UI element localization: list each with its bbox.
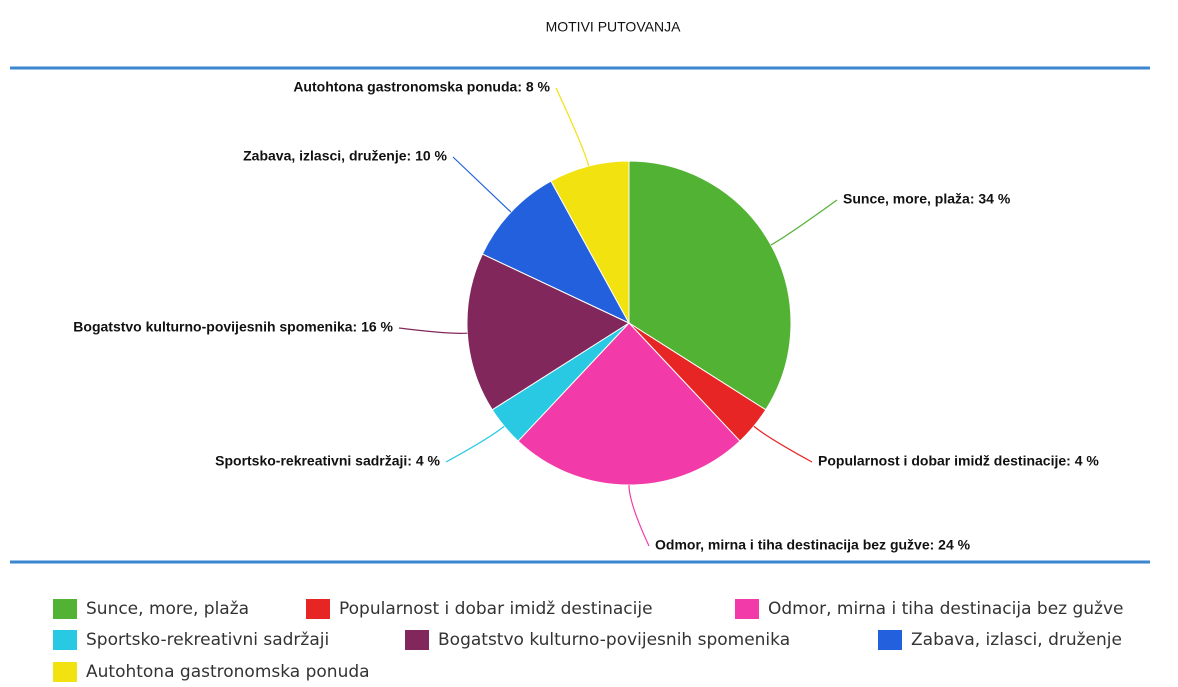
leader-line [555, 87, 590, 167]
pie-slice [466, 253, 631, 411]
leader-line [452, 156, 512, 213]
legend-label: Bogatstvo kulturno-povijesnih spomenika [438, 630, 790, 650]
leader-line [770, 199, 838, 246]
legend-label: Autohtona gastronomska ponuda [86, 662, 370, 682]
data-label: Sportsko-rekreativni sadržaji: 4 % [215, 453, 440, 469]
legend-label: Popularnost i dobar imidž destinacije [339, 599, 653, 619]
data-label: Sunce, more, plaža: 34 % [843, 191, 1011, 207]
data-label: Bogatstvo kulturno-povijesnih spomenika:… [73, 319, 393, 335]
legend-label: Zabava, izlasci, druženje [911, 630, 1122, 650]
legend-swatch [53, 599, 77, 619]
legend-label: Odmor, mirna i tiha destinacija bez gužv… [768, 599, 1124, 619]
legend-swatch [53, 662, 77, 682]
chart-title: MOTIVI PUTOVANJA [546, 19, 681, 35]
leader-line [445, 425, 505, 463]
data-label: Odmor, mirna i tiha destinacija bez gužv… [655, 537, 971, 553]
data-label: Popularnost i dobar imidž destinacije: 4… [818, 453, 1099, 469]
leader-line [628, 484, 650, 547]
leader-line [398, 327, 468, 334]
leader-line [753, 425, 813, 463]
legend-label: Sunce, more, plaža [86, 599, 249, 619]
legend-swatch [878, 630, 902, 650]
legend-swatch [735, 599, 759, 619]
pie-slice [628, 160, 792, 411]
data-label: Zabava, izlasci, druženje: 10 % [243, 148, 447, 164]
legend-label: Sportsko-rekreativni sadržaji [86, 630, 329, 650]
legend-swatch [306, 599, 330, 619]
data-label: Autohtona gastronomska ponuda: 8 % [293, 79, 550, 95]
legend-swatch [405, 630, 429, 650]
legend-swatch [53, 630, 77, 650]
